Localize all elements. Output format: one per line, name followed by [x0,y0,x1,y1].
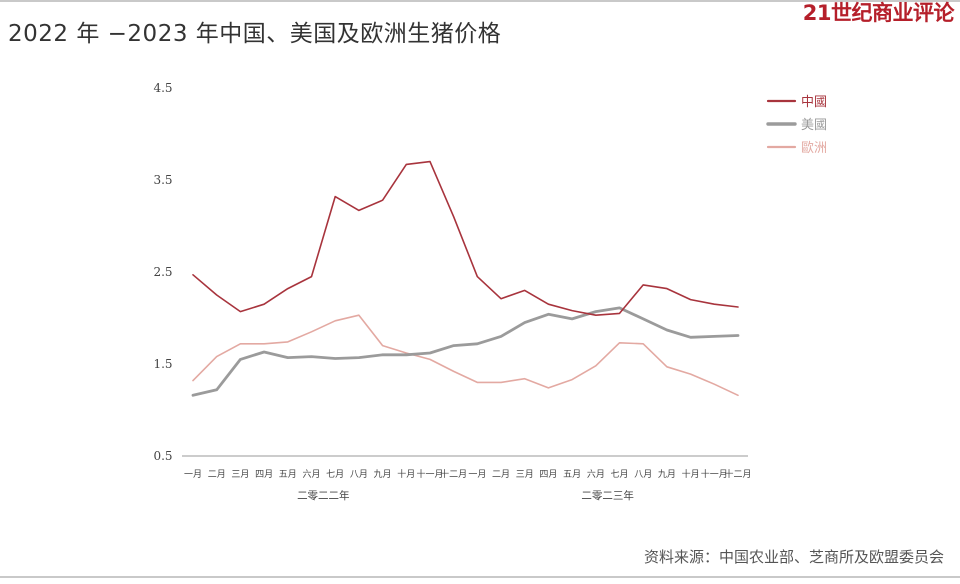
series-lines [191,160,740,397]
year-label: 二零二三年 [581,489,634,502]
x-tick-label: 一月 [468,469,486,480]
x-tick-label: 二月 [492,469,510,480]
x-tick-label: 八月 [634,469,652,480]
x-tick-label: 十一月 [701,468,728,480]
x-tick-label: 十二月 [724,468,751,480]
y-tick-label: 2.5 [153,265,172,279]
x-tick-label: 十一月 [416,468,443,480]
x-tick-label: 二月 [208,469,226,480]
chart-title: 2022 年 −2023 年中国、美国及欧洲生猪价格 [8,21,502,47]
brand-logo: 21世纪商业评论 [802,1,955,25]
x-tick-label: 五月 [563,469,581,480]
x-tick-label: 九月 [658,469,676,480]
series-line [192,160,739,317]
x-tick-label: 十二月 [440,468,467,480]
x-tick-label: 七月 [611,469,629,480]
series-line [191,306,740,397]
bottom-rule [0,576,960,578]
x-tick-label: 九月 [374,469,392,480]
y-tick-label: 1.5 [153,357,172,371]
legend-label: 美國 [801,118,827,133]
x-tick-label: 七月 [326,469,344,480]
y-tick-label: 3.5 [153,173,172,187]
x-tick-label: 四月 [539,469,557,480]
x-tick-label: 八月 [350,469,368,480]
x-tick-label: 十月 [682,468,700,480]
legend-label: 歐洲 [801,141,827,156]
x-tick-label: 十月 [397,468,415,480]
x-tick-label: 六月 [587,468,605,480]
series-line [192,314,739,397]
source-note: 资料来源：中国农业部、芝商所及欧盟委员会 [643,548,944,566]
x-tick-label: 三月 [516,469,534,480]
y-tick-label: 0.5 [153,449,172,463]
top-rule [0,0,960,2]
x-tick-label: 六月 [302,468,320,480]
x-tick-label: 三月 [231,469,249,480]
legend-label: 中國 [801,95,827,110]
x-tick-label: 一月 [184,469,202,480]
x-tick-label: 四月 [255,469,273,480]
axes: 0.51.52.53.54.5一月 二月 三月 四月 五月 六月 七月 八月 九月 十月 十一月十二… [153,81,751,502]
y-tick-label: 4.5 [153,81,172,95]
x-tick-label: 五月 [279,469,297,480]
year-label: 二零二二年 [297,489,350,502]
